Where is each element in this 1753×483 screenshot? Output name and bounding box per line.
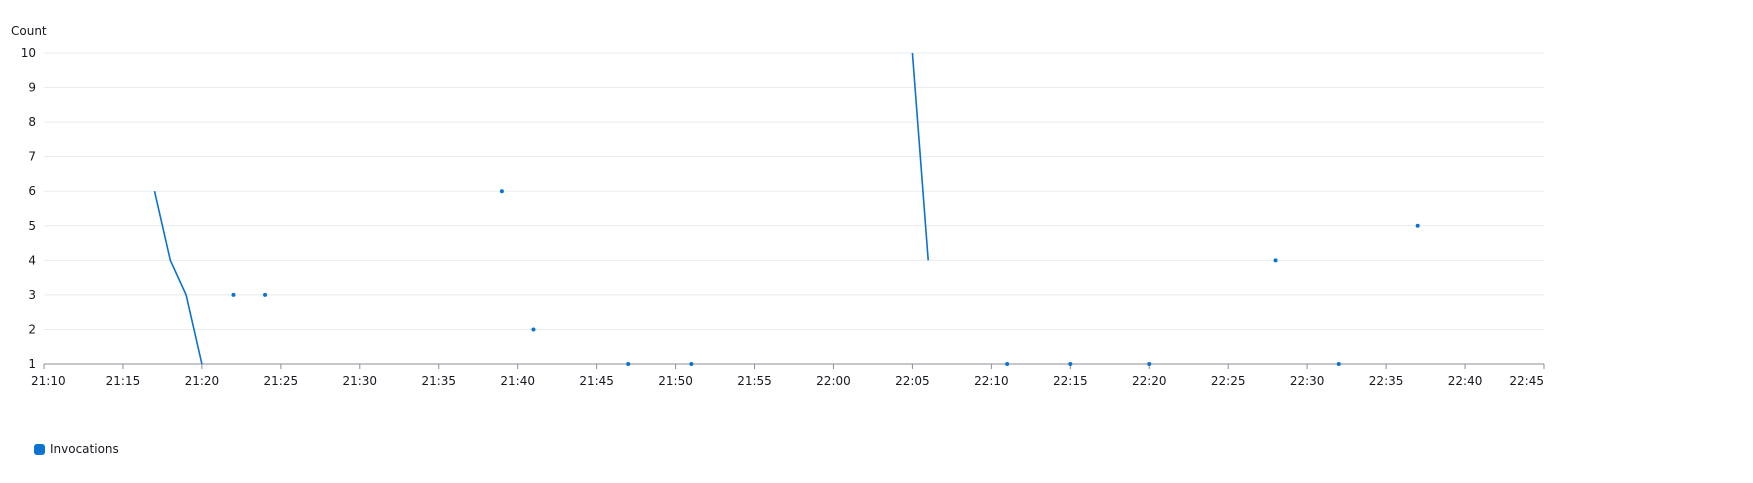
series-line-segment [153, 191, 203, 365]
x-tick-label: 21:35 [421, 374, 456, 388]
x-tick-label: 21:15 [106, 374, 141, 388]
data-point [689, 362, 694, 366]
x-tick-label: 22:25 [1211, 374, 1246, 388]
data-point [626, 362, 631, 366]
x-tick-label: 21:25 [264, 374, 299, 388]
y-tick-label: 6 [28, 184, 36, 198]
x-tick-label: 21:40 [500, 374, 535, 388]
gridlines [44, 52, 1544, 330]
y-tick-label: 4 [28, 253, 36, 267]
data-point [263, 292, 268, 297]
x-tick-label: 22:00 [816, 374, 851, 388]
data-point [231, 292, 236, 297]
x-tick-label: 21:10 [31, 374, 66, 388]
y-tick-label: 3 [28, 288, 36, 302]
x-tick-label: 22:40 [1448, 374, 1483, 388]
y-tick-label: 5 [28, 219, 36, 233]
x-tick-label: 22:45 [1509, 374, 1544, 388]
x-axis-ticks: 21:10 21:15 21:20 21:25 21:30 21:35 21:40 21:45… [31, 364, 1545, 388]
y-tick-label: 10 [21, 46, 36, 60]
x-tick-label: 21:30 [342, 374, 377, 388]
data-point [1415, 223, 1420, 228]
data-point [499, 189, 504, 194]
legend-swatch-invocations [34, 443, 45, 455]
y-tick-label: 7 [28, 150, 36, 164]
data-point [1005, 362, 1010, 366]
x-tick-label: 22:10 [974, 374, 1009, 388]
x-tick-label: 22:20 [1132, 374, 1167, 388]
series-invocations [153, 52, 1420, 366]
x-tick-label: 22:30 [1290, 374, 1325, 388]
x-tick-label: 21:20 [185, 374, 220, 388]
data-point [1336, 362, 1341, 366]
x-tick-label: 21:50 [658, 374, 693, 388]
x-tick-label: 22:15 [1053, 374, 1088, 388]
x-tick-label: 21:45 [579, 374, 614, 388]
x-tick-label: 22:05 [895, 374, 930, 388]
y-axis-ticks: 1 2 3 4 5 6 7 8 9 10 [21, 46, 36, 371]
series-line-segment [911, 52, 930, 261]
y-tick-label: 2 [28, 322, 36, 336]
y-tick-label: 8 [28, 115, 36, 129]
x-tick-label: 21:55 [737, 374, 772, 388]
y-tick-label: 9 [28, 81, 36, 95]
y-tick-label: 1 [28, 357, 36, 371]
x-tick-label: 22:35 [1369, 374, 1404, 388]
y-axis-label: Count [11, 24, 47, 38]
data-point [1273, 258, 1278, 263]
legend[interactable]: Invocations [34, 442, 119, 456]
data-point [1068, 362, 1073, 366]
data-point [531, 327, 536, 332]
data-point [1147, 362, 1152, 366]
legend-label-invocations: Invocations [50, 442, 119, 456]
